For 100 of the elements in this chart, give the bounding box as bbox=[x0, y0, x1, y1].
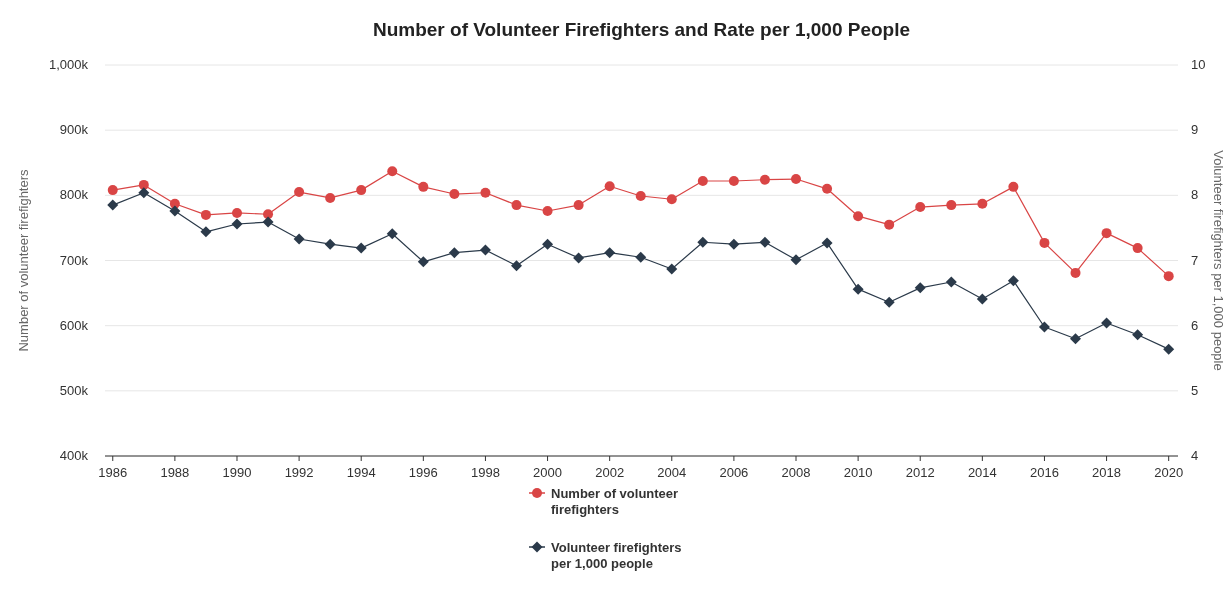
point bbox=[107, 199, 119, 211]
point bbox=[294, 187, 305, 198]
point bbox=[1163, 271, 1174, 282]
point bbox=[324, 238, 336, 250]
point bbox=[884, 219, 895, 230]
point bbox=[915, 202, 926, 213]
point bbox=[449, 189, 460, 200]
point bbox=[511, 200, 522, 211]
point bbox=[573, 200, 584, 211]
point bbox=[666, 263, 678, 275]
point bbox=[728, 176, 739, 186]
point bbox=[945, 276, 957, 288]
point bbox=[1101, 317, 1113, 329]
point bbox=[759, 236, 771, 248]
point bbox=[791, 174, 802, 185]
point bbox=[697, 236, 709, 248]
x-tick-label: 2012 bbox=[905, 465, 935, 480]
x-tick-label: 1994 bbox=[346, 465, 376, 480]
y-tick-label: 400k bbox=[59, 448, 89, 463]
x-tick-label: 1996 bbox=[408, 465, 438, 480]
x-tick-label: 2004 bbox=[657, 465, 687, 480]
x-tick-label: 1998 bbox=[470, 465, 500, 480]
y2-tick-label: 5 bbox=[1191, 382, 1199, 398]
point bbox=[107, 185, 118, 196]
point bbox=[355, 242, 367, 254]
y-tick-label: 600k bbox=[59, 317, 89, 333]
point bbox=[1101, 228, 1112, 239]
y2-tick-label: 10 bbox=[1191, 57, 1206, 72]
point bbox=[604, 247, 616, 259]
x-tick-label: 2016 bbox=[1030, 465, 1059, 480]
chart-title: Number of Volunteer Firefighters and Rate per 1,000 People bbox=[372, 19, 911, 40]
point bbox=[542, 205, 553, 216]
y-tick-label: 1,000k bbox=[48, 57, 89, 72]
point bbox=[418, 181, 429, 192]
y-tick-label: 500k bbox=[59, 382, 89, 398]
y2-tick-label: 8 bbox=[1191, 187, 1199, 203]
point bbox=[479, 244, 491, 256]
point bbox=[573, 252, 585, 264]
point bbox=[635, 251, 647, 263]
point bbox=[542, 238, 554, 250]
point bbox=[231, 207, 242, 218]
point bbox=[387, 166, 398, 177]
point bbox=[262, 216, 274, 228]
x-tick-label: 2000 bbox=[533, 465, 563, 480]
point bbox=[293, 233, 305, 245]
y-tick-label: 800k bbox=[59, 187, 89, 203]
point bbox=[883, 296, 895, 308]
point bbox=[914, 282, 926, 294]
y2-tick-label: 7 bbox=[1191, 252, 1199, 268]
point bbox=[790, 254, 802, 266]
x-tick-label: 2018 bbox=[1092, 465, 1122, 480]
y-tick-label: 900k bbox=[59, 122, 89, 138]
x-tick-label: 1990 bbox=[222, 465, 252, 480]
point bbox=[1008, 181, 1019, 192]
point bbox=[946, 200, 957, 211]
point bbox=[697, 176, 708, 186]
x-tick-label: 1988 bbox=[160, 465, 190, 480]
point bbox=[231, 218, 243, 230]
point bbox=[356, 185, 367, 196]
point bbox=[1039, 237, 1050, 248]
y2-tick-label: 9 bbox=[1191, 122, 1199, 138]
point bbox=[1070, 267, 1081, 278]
point bbox=[976, 293, 988, 305]
y2-axis-title: Volunteer firefighters per 1,000 people bbox=[1211, 150, 1226, 371]
x-tick-label: 1992 bbox=[284, 465, 314, 480]
point bbox=[977, 198, 988, 209]
point bbox=[1038, 321, 1050, 333]
point bbox=[1163, 343, 1175, 355]
y-tick-label: 700k bbox=[59, 252, 89, 268]
legend-label: Number of volunteer firefighters bbox=[551, 486, 679, 517]
legend-label: Volunteer firefighters per 1,000 people bbox=[551, 540, 682, 571]
x-tick-label: 2010 bbox=[843, 465, 873, 480]
point bbox=[1132, 329, 1144, 341]
point bbox=[169, 205, 181, 217]
point bbox=[263, 209, 274, 220]
point bbox=[604, 181, 615, 192]
point bbox=[448, 247, 460, 259]
x-tick-label: 2006 bbox=[719, 465, 749, 480]
point bbox=[852, 283, 864, 295]
y-axis-title: Number of volunteer firefighters bbox=[16, 168, 31, 352]
point bbox=[635, 190, 646, 201]
y2-tick-label: 6 bbox=[1191, 317, 1199, 333]
x-tick-label: 2002 bbox=[595, 465, 625, 480]
point bbox=[822, 183, 833, 194]
point bbox=[853, 211, 864, 222]
x-tick-label: 2008 bbox=[781, 465, 811, 480]
point bbox=[480, 187, 491, 198]
point bbox=[1070, 333, 1082, 345]
x-tick-label: 2014 bbox=[967, 465, 997, 480]
point bbox=[200, 209, 211, 220]
x-tick-label: 2020 bbox=[1154, 465, 1184, 480]
x-tick-label: 1986 bbox=[98, 465, 128, 480]
point bbox=[200, 226, 212, 238]
point bbox=[1007, 275, 1019, 287]
point bbox=[511, 260, 522, 272]
point bbox=[386, 228, 398, 240]
point bbox=[325, 192, 336, 203]
point bbox=[821, 237, 833, 249]
point bbox=[759, 174, 770, 185]
y2-tick-label: 4 bbox=[1191, 448, 1199, 463]
